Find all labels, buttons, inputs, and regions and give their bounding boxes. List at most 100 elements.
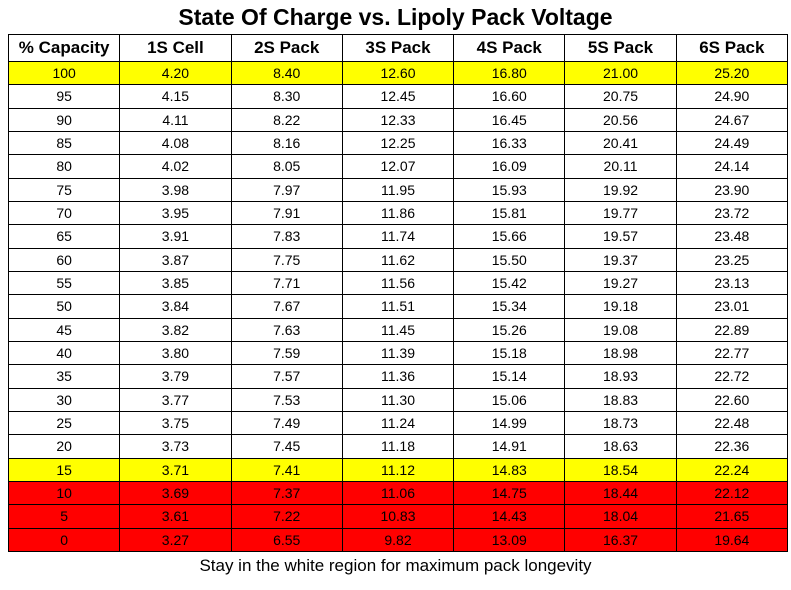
voltage-cell: 11.06 (341, 480, 455, 506)
column-header: 2S Pack (230, 34, 343, 62)
voltage-cell: 22.36 (675, 434, 789, 459)
voltage-cell: 16.80 (453, 60, 566, 86)
voltage-cell: 24.49 (675, 130, 789, 156)
column-header: 5S Pack (564, 34, 677, 62)
table-row: 5 3.61 7.22 10.83 14.43 18.04 21.65 (7, 504, 789, 529)
capacity-cell: 35 (7, 364, 121, 389)
voltage-cell: 11.74 (341, 224, 455, 249)
voltage-cell: 14.99 (453, 410, 566, 436)
voltage-cell: 16.37 (564, 527, 677, 553)
capacity-cell: 100 (7, 60, 121, 86)
voltage-cell: 18.63 (564, 434, 677, 459)
table-row: 95 4.15 8.30 12.45 16.60 20.75 24.90 (7, 84, 789, 109)
voltage-cell: 22.77 (675, 340, 789, 366)
table-row: 80 4.02 8.05 12.07 16.09 20.11 24.14 (7, 154, 789, 179)
voltage-cell: 14.83 (453, 457, 566, 482)
voltage-cell: 6.55 (230, 527, 343, 553)
column-header: % Capacity (7, 34, 121, 62)
voltage-cell: 3.85 (119, 270, 232, 296)
capacity-cell: 85 (7, 130, 121, 156)
voltage-cell: 3.27 (119, 527, 232, 553)
voltage-cell: 7.75 (230, 247, 343, 272)
voltage-cell: 16.09 (453, 154, 566, 179)
voltage-cell: 15.81 (453, 200, 566, 226)
table-row: 35 3.79 7.57 11.36 15.14 18.93 22.72 (7, 364, 789, 389)
voltage-cell: 14.75 (453, 480, 566, 506)
voltage-cell: 3.79 (119, 364, 232, 389)
voltage-cell: 16.45 (453, 107, 566, 132)
voltage-cell: 19.27 (564, 270, 677, 296)
table-row: 55 3.85 7.71 11.56 15.42 19.27 23.13 (7, 270, 789, 296)
voltage-cell: 11.45 (341, 317, 455, 342)
voltage-cell: 7.59 (230, 340, 343, 366)
voltage-cell: 11.24 (341, 410, 455, 436)
voltage-cell: 7.49 (230, 410, 343, 436)
voltage-cell: 3.77 (119, 387, 232, 412)
voltage-cell: 19.64 (675, 527, 789, 553)
table-header: % Capacity 1S Cell 2S Pack 3S Pack 4S Pack 5S… (7, 34, 789, 62)
voltage-cell: 23.13 (675, 270, 789, 296)
voltage-cell: 18.54 (564, 457, 677, 482)
voltage-cell: 22.24 (675, 457, 789, 482)
voltage-cell: 24.14 (675, 154, 789, 179)
voltage-cell: 15.42 (453, 270, 566, 296)
capacity-cell: 25 (7, 410, 121, 436)
table-row: 0 3.27 6.55 9.82 13.09 16.37 19.64 (7, 527, 789, 553)
table-body: 100 4.20 8.40 12.60 16.80 21.00 25.20 95 4.15 8.3… (7, 60, 789, 553)
voltage-cell: 12.60 (341, 60, 455, 86)
voltage-cell: 20.11 (564, 154, 677, 179)
voltage-cell: 15.93 (453, 177, 566, 202)
voltage-cell: 3.75 (119, 410, 232, 436)
table-row: 85 4.08 8.16 12.25 16.33 20.41 24.49 (7, 130, 789, 156)
column-header: 1S Cell (119, 34, 232, 62)
voltage-cell: 3.91 (119, 224, 232, 249)
voltage-cell: 3.73 (119, 434, 232, 459)
table-row: 50 3.84 7.67 11.51 15.34 19.18 23.01 (7, 294, 789, 319)
voltage-cell: 23.72 (675, 200, 789, 226)
voltage-cell: 7.97 (230, 177, 343, 202)
voltage-cell: 4.02 (119, 154, 232, 179)
voltage-cell: 13.09 (453, 527, 566, 553)
voltage-cell: 7.57 (230, 364, 343, 389)
capacity-cell: 65 (7, 224, 121, 249)
capacity-cell: 5 (7, 504, 121, 529)
voltage-cell: 21.00 (564, 60, 677, 86)
voltage-cell: 20.41 (564, 130, 677, 156)
voltage-cell: 21.65 (675, 504, 789, 529)
voltage-cell: 9.82 (341, 527, 455, 553)
voltage-cell: 3.95 (119, 200, 232, 226)
chart-title: State Of Charge vs. Lipoly Pack Voltage (178, 4, 613, 30)
table-row: 60 3.87 7.75 11.62 15.50 19.37 23.25 (7, 247, 789, 272)
voltage-cell: 18.98 (564, 340, 677, 366)
voltage-cell: 23.90 (675, 177, 789, 202)
voltage-cell: 22.60 (675, 387, 789, 412)
table-row: 75 3.98 7.97 11.95 15.93 19.92 23.90 (7, 177, 789, 202)
voltage-cell: 15.06 (453, 387, 566, 412)
table-row: 100 4.20 8.40 12.60 16.80 21.00 25.20 (7, 60, 789, 86)
capacity-cell: 10 (7, 480, 121, 506)
capacity-cell: 60 (7, 247, 121, 272)
voltage-cell: 7.45 (230, 434, 343, 459)
table-row: 15 3.71 7.41 11.12 14.83 18.54 22.24 (7, 457, 789, 482)
capacity-cell: 0 (7, 527, 121, 553)
voltage-cell: 4.08 (119, 130, 232, 156)
capacity-cell: 45 (7, 317, 121, 342)
voltage-cell: 25.20 (675, 60, 789, 86)
capacity-cell: 70 (7, 200, 121, 226)
voltage-cell: 7.53 (230, 387, 343, 412)
capacity-cell: 90 (7, 107, 121, 132)
voltage-cell: 4.11 (119, 107, 232, 132)
voltage-cell: 16.33 (453, 130, 566, 156)
voltage-cell: 22.48 (675, 410, 789, 436)
voltage-cell: 24.90 (675, 84, 789, 109)
voltage-cell: 7.67 (230, 294, 343, 319)
voltage-cell: 11.30 (341, 387, 455, 412)
voltage-cell: 3.80 (119, 340, 232, 366)
voltage-cell: 24.67 (675, 107, 789, 132)
voltage-cell: 14.91 (453, 434, 566, 459)
voltage-cell: 8.05 (230, 154, 343, 179)
voltage-cell: 8.16 (230, 130, 343, 156)
voltage-cell: 19.77 (564, 200, 677, 226)
table-row: 90 4.11 8.22 12.33 16.45 20.56 24.67 (7, 107, 789, 132)
voltage-cell: 3.87 (119, 247, 232, 272)
